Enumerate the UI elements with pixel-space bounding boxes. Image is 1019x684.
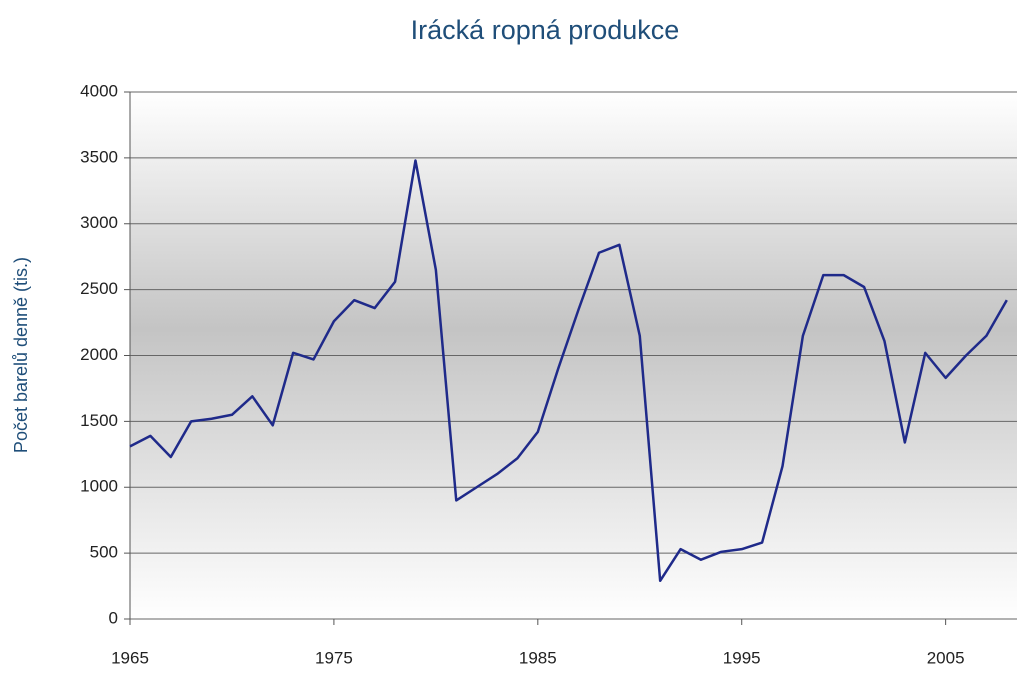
y-axis-label: Počet barelů denně (tis.) [11,257,31,453]
x-tick-label: 1965 [111,648,149,667]
x-tick-label: 1995 [723,648,761,667]
y-tick-label: 500 [90,543,118,562]
y-tick-label: 4000 [80,81,118,100]
chart-title: Irácká ropná produkce [411,15,680,45]
y-tick-label: 1000 [80,477,118,496]
y-tick-label: 2500 [80,279,118,298]
x-tick-label: 2005 [927,648,965,667]
x-tick-label: 1985 [519,648,557,667]
y-tick-label: 3000 [80,213,118,232]
y-tick-label: 3500 [80,147,118,166]
y-tick-label: 0 [109,608,118,627]
x-tick-label: 1975 [315,648,353,667]
y-tick-label: 1500 [80,411,118,430]
y-tick-label: 2000 [80,345,118,364]
data-line [129,159,1008,583]
